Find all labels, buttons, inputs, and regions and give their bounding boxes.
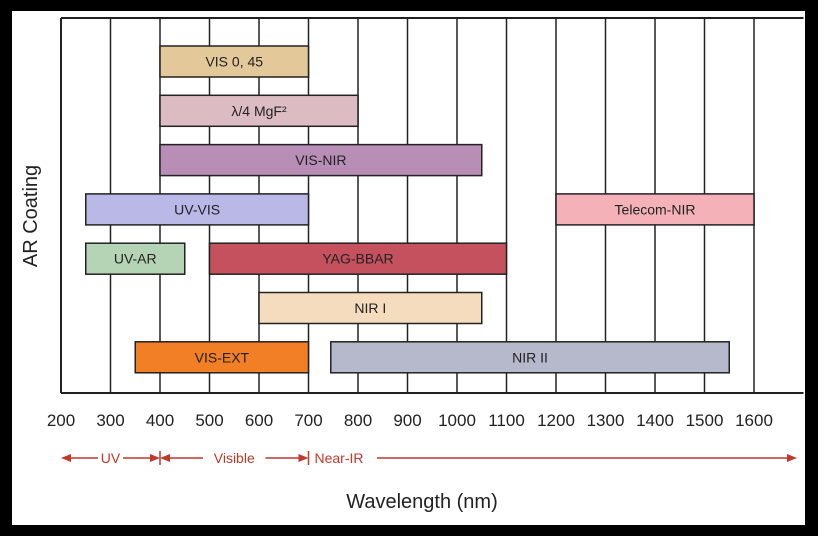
tick-label-1500: 1500 bbox=[686, 411, 724, 430]
bar-label-0: VIS 0, 45 bbox=[205, 54, 263, 70]
bar-group-0: VIS 0, 45 bbox=[159, 45, 310, 78]
bar-group-8: VIS-EXT bbox=[134, 341, 310, 374]
bar-7 bbox=[258, 291, 483, 325]
bar-label-1: λ/4 MgF² bbox=[231, 103, 287, 119]
ar-coating-chart: VIS 0, 45 λ/4 MgF² VIS-NIR UV-VIS Telecom-NI… bbox=[20, 17, 804, 513]
bar-group-6: YAG-BBAR bbox=[208, 242, 508, 275]
bar-group-1: λ/4 MgF² bbox=[159, 94, 359, 128]
tick-label-500: 500 bbox=[195, 411, 223, 430]
bar-4 bbox=[555, 193, 755, 226]
bar-group-5: UV-AR bbox=[85, 242, 186, 275]
bar-group-4: Telecom-NIR bbox=[555, 193, 755, 226]
region-uv: UV bbox=[61, 450, 161, 466]
y-axis-title: AR Coating bbox=[20, 165, 42, 267]
bar-group-2: VIS-NIR bbox=[159, 143, 483, 177]
bar-label-9: NIR II bbox=[512, 349, 548, 365]
bar-label-6: YAG-BBAR bbox=[322, 251, 393, 267]
bar-5 bbox=[85, 242, 186, 275]
tick-label-1200: 1200 bbox=[537, 411, 575, 430]
tick-label-1100: 1100 bbox=[488, 411, 525, 430]
region-near-ir: Near-IR bbox=[315, 450, 797, 466]
tick-label-600: 600 bbox=[245, 411, 273, 430]
bar-0 bbox=[159, 45, 310, 78]
coating-bars: VIS 0, 45 λ/4 MgF² VIS-NIR UV-VIS Telecom-NI… bbox=[85, 45, 755, 374]
tick-label-1400: 1400 bbox=[636, 411, 674, 430]
bar-label-7: NIR I bbox=[354, 300, 386, 316]
chart-frame: VIS 0, 45 λ/4 MgF² VIS-NIR UV-VIS Telecom-NI… bbox=[12, 11, 805, 525]
bar-2 bbox=[159, 143, 483, 177]
region-label-near-ir: Near-IR bbox=[315, 450, 364, 466]
bar-label-5: UV-AR bbox=[114, 251, 157, 267]
tick-label-1600: 1600 bbox=[735, 411, 773, 430]
tick-label-1300: 1300 bbox=[587, 411, 625, 430]
bar-8 bbox=[134, 341, 310, 374]
bar-label-4: Telecom-NIR bbox=[615, 201, 696, 217]
region-label-uv: UV bbox=[101, 450, 121, 466]
bar-9 bbox=[330, 341, 730, 374]
bar-group-7: NIR I bbox=[258, 291, 483, 325]
bar-6 bbox=[208, 242, 508, 275]
tick-label-800: 800 bbox=[344, 411, 372, 430]
bar-group-9: NIR II bbox=[330, 341, 730, 374]
bar-1 bbox=[159, 94, 359, 128]
bar-group-3: UV-VIS bbox=[85, 193, 310, 226]
bar-label-3: UV-VIS bbox=[174, 201, 220, 217]
bar-3 bbox=[85, 193, 310, 226]
x-tick-labels: 200 300 400 500 600 700 800 900 1000 1100 1200 1300… bbox=[47, 411, 773, 430]
bar-label-8: VIS-EXT bbox=[195, 349, 250, 365]
tick-label-200: 200 bbox=[47, 411, 75, 430]
x-axis-title: Wavelength (nm) bbox=[346, 491, 498, 513]
tick-label-700: 700 bbox=[294, 411, 322, 430]
tick-label-1000: 1000 bbox=[438, 411, 476, 430]
tick-label-400: 400 bbox=[146, 411, 174, 430]
bar-label-2: VIS-NIR bbox=[295, 152, 346, 168]
tick-label-900: 900 bbox=[393, 411, 421, 430]
tick-label-300: 300 bbox=[96, 411, 124, 430]
spectral-regions: UV Visible Near-IR bbox=[61, 450, 797, 466]
region-visible: Visible bbox=[160, 450, 310, 466]
region-label-visible: Visible bbox=[214, 450, 255, 466]
